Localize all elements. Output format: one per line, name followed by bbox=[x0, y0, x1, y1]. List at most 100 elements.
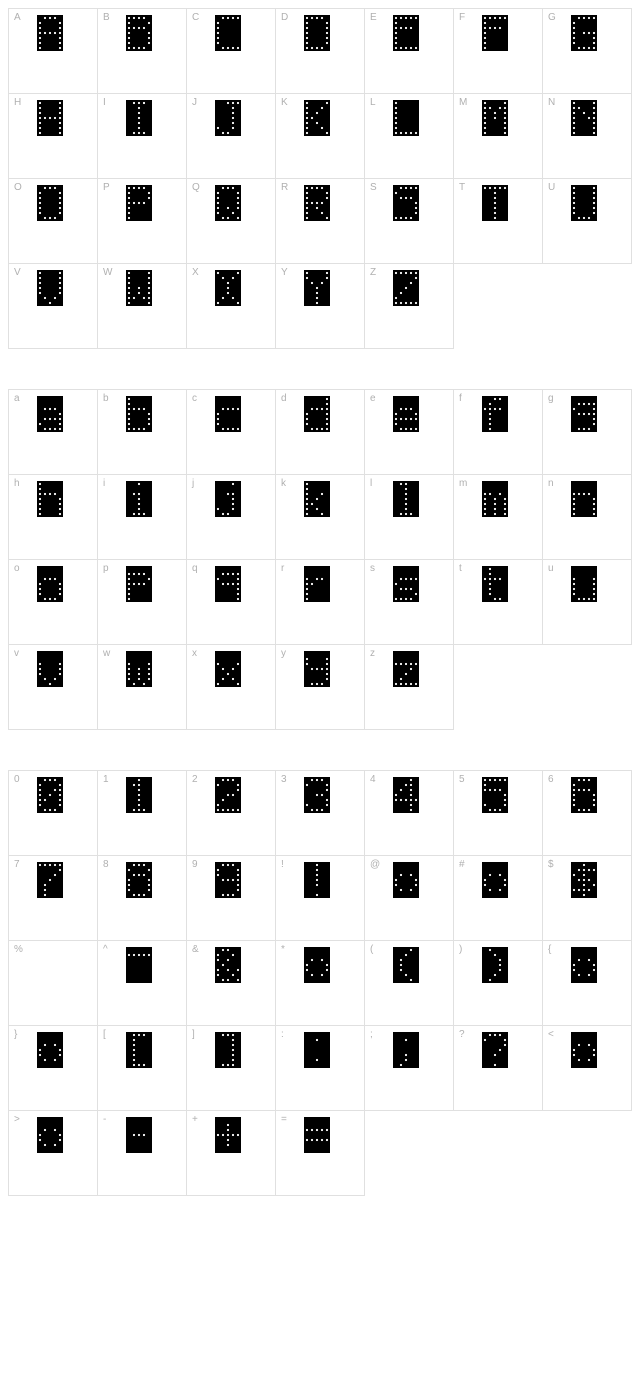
cell-label: < bbox=[548, 1029, 554, 1040]
cell-label: 8 bbox=[103, 859, 109, 870]
glyph bbox=[304, 566, 330, 607]
glyph-cell: ( bbox=[365, 941, 454, 1026]
glyph-cell: m bbox=[454, 475, 543, 560]
empty-cell bbox=[365, 1111, 454, 1196]
section-numbers-symbols: 0123456789!@#$%^&*(){}[]:;?<>-+= bbox=[8, 770, 632, 1196]
glyph-cell: o bbox=[9, 560, 98, 645]
glyph-cell: - bbox=[98, 1111, 187, 1196]
glyph-cell: a bbox=[9, 390, 98, 475]
glyph bbox=[304, 270, 330, 311]
glyph-cell: x bbox=[187, 645, 276, 730]
empty-cell bbox=[543, 1111, 632, 1196]
glyph bbox=[304, 947, 330, 988]
cell-label: 7 bbox=[14, 859, 20, 870]
glyph bbox=[215, 100, 241, 141]
cell-label: I bbox=[103, 97, 106, 108]
glyph bbox=[37, 185, 63, 226]
cell-label: e bbox=[370, 393, 376, 404]
glyph bbox=[482, 396, 508, 437]
cell-label: S bbox=[370, 182, 377, 193]
glyph bbox=[215, 15, 241, 56]
glyph-cell: { bbox=[543, 941, 632, 1026]
glyph bbox=[126, 947, 152, 988]
glyph-cell: R bbox=[276, 179, 365, 264]
glyph bbox=[37, 481, 63, 522]
glyph bbox=[37, 15, 63, 56]
glyph-cell: g bbox=[543, 390, 632, 475]
cell-label: 0 bbox=[14, 774, 20, 785]
cell-label: r bbox=[281, 563, 284, 574]
glyph-cell: Y bbox=[276, 264, 365, 349]
glyph-cell: > bbox=[9, 1111, 98, 1196]
glyph-cell: V bbox=[9, 264, 98, 349]
glyph-cell: < bbox=[543, 1026, 632, 1111]
glyph-cell: 9 bbox=[187, 856, 276, 941]
cell-label: o bbox=[14, 563, 20, 574]
glyph bbox=[393, 566, 419, 607]
cell-label: U bbox=[548, 182, 555, 193]
glyph-cell: ) bbox=[454, 941, 543, 1026]
cell-label: 9 bbox=[192, 859, 198, 870]
cell-label: n bbox=[548, 478, 554, 489]
cell-label: E bbox=[370, 12, 377, 23]
cell-label: M bbox=[459, 97, 467, 108]
glyph-cell: L bbox=[365, 94, 454, 179]
glyph-cell: d bbox=[276, 390, 365, 475]
glyph bbox=[215, 566, 241, 607]
glyph-cell: r bbox=[276, 560, 365, 645]
cell-label: m bbox=[459, 478, 467, 489]
glyph-cell: : bbox=[276, 1026, 365, 1111]
glyph bbox=[393, 270, 419, 311]
glyph-cell: c bbox=[187, 390, 276, 475]
glyph bbox=[571, 566, 597, 607]
glyph bbox=[126, 15, 152, 56]
glyph-grid: abcdefghijklmnopqrstuvwxyz bbox=[8, 389, 632, 730]
cell-label: * bbox=[281, 944, 285, 955]
glyph-cell: 3 bbox=[276, 771, 365, 856]
glyph bbox=[571, 396, 597, 437]
cell-label: > bbox=[14, 1114, 20, 1125]
glyph bbox=[304, 100, 330, 141]
cell-label: P bbox=[103, 182, 110, 193]
glyph-cell: A bbox=[9, 9, 98, 94]
glyph-cell: C bbox=[187, 9, 276, 94]
glyph-cell: Q bbox=[187, 179, 276, 264]
glyph bbox=[215, 947, 241, 988]
glyph-cell: k bbox=[276, 475, 365, 560]
cell-label: ? bbox=[459, 1029, 465, 1040]
glyph-grid: ABCDEFGHIJKLMNOPQRSTUVWXYZ bbox=[8, 8, 632, 349]
glyph-cell: X bbox=[187, 264, 276, 349]
cell-label: u bbox=[548, 563, 554, 574]
cell-label: d bbox=[281, 393, 287, 404]
glyph bbox=[482, 100, 508, 141]
empty-cell bbox=[454, 1111, 543, 1196]
glyph bbox=[37, 270, 63, 311]
cell-label: - bbox=[103, 1114, 106, 1125]
glyph-cell: 2 bbox=[187, 771, 276, 856]
cell-label: { bbox=[548, 944, 551, 955]
glyph bbox=[393, 100, 419, 141]
cell-label: ) bbox=[459, 944, 462, 955]
glyph bbox=[126, 481, 152, 522]
glyph bbox=[393, 1032, 419, 1073]
glyph-cell: ? bbox=[454, 1026, 543, 1111]
glyph bbox=[304, 481, 330, 522]
cell-label: V bbox=[14, 267, 21, 278]
glyph bbox=[304, 15, 330, 56]
glyph-cell: & bbox=[187, 941, 276, 1026]
cell-label: C bbox=[192, 12, 199, 23]
cell-label: 6 bbox=[548, 774, 554, 785]
cell-label: [ bbox=[103, 1029, 106, 1040]
glyph bbox=[482, 947, 508, 988]
glyph bbox=[215, 777, 241, 818]
glyph bbox=[37, 396, 63, 437]
glyph bbox=[482, 1032, 508, 1073]
glyph-cell: G bbox=[543, 9, 632, 94]
glyph bbox=[571, 100, 597, 141]
cell-label: t bbox=[459, 563, 462, 574]
cell-label: ^ bbox=[103, 944, 108, 955]
glyph bbox=[126, 100, 152, 141]
glyph bbox=[482, 566, 508, 607]
glyph-cell: p bbox=[98, 560, 187, 645]
cell-label: i bbox=[103, 478, 105, 489]
